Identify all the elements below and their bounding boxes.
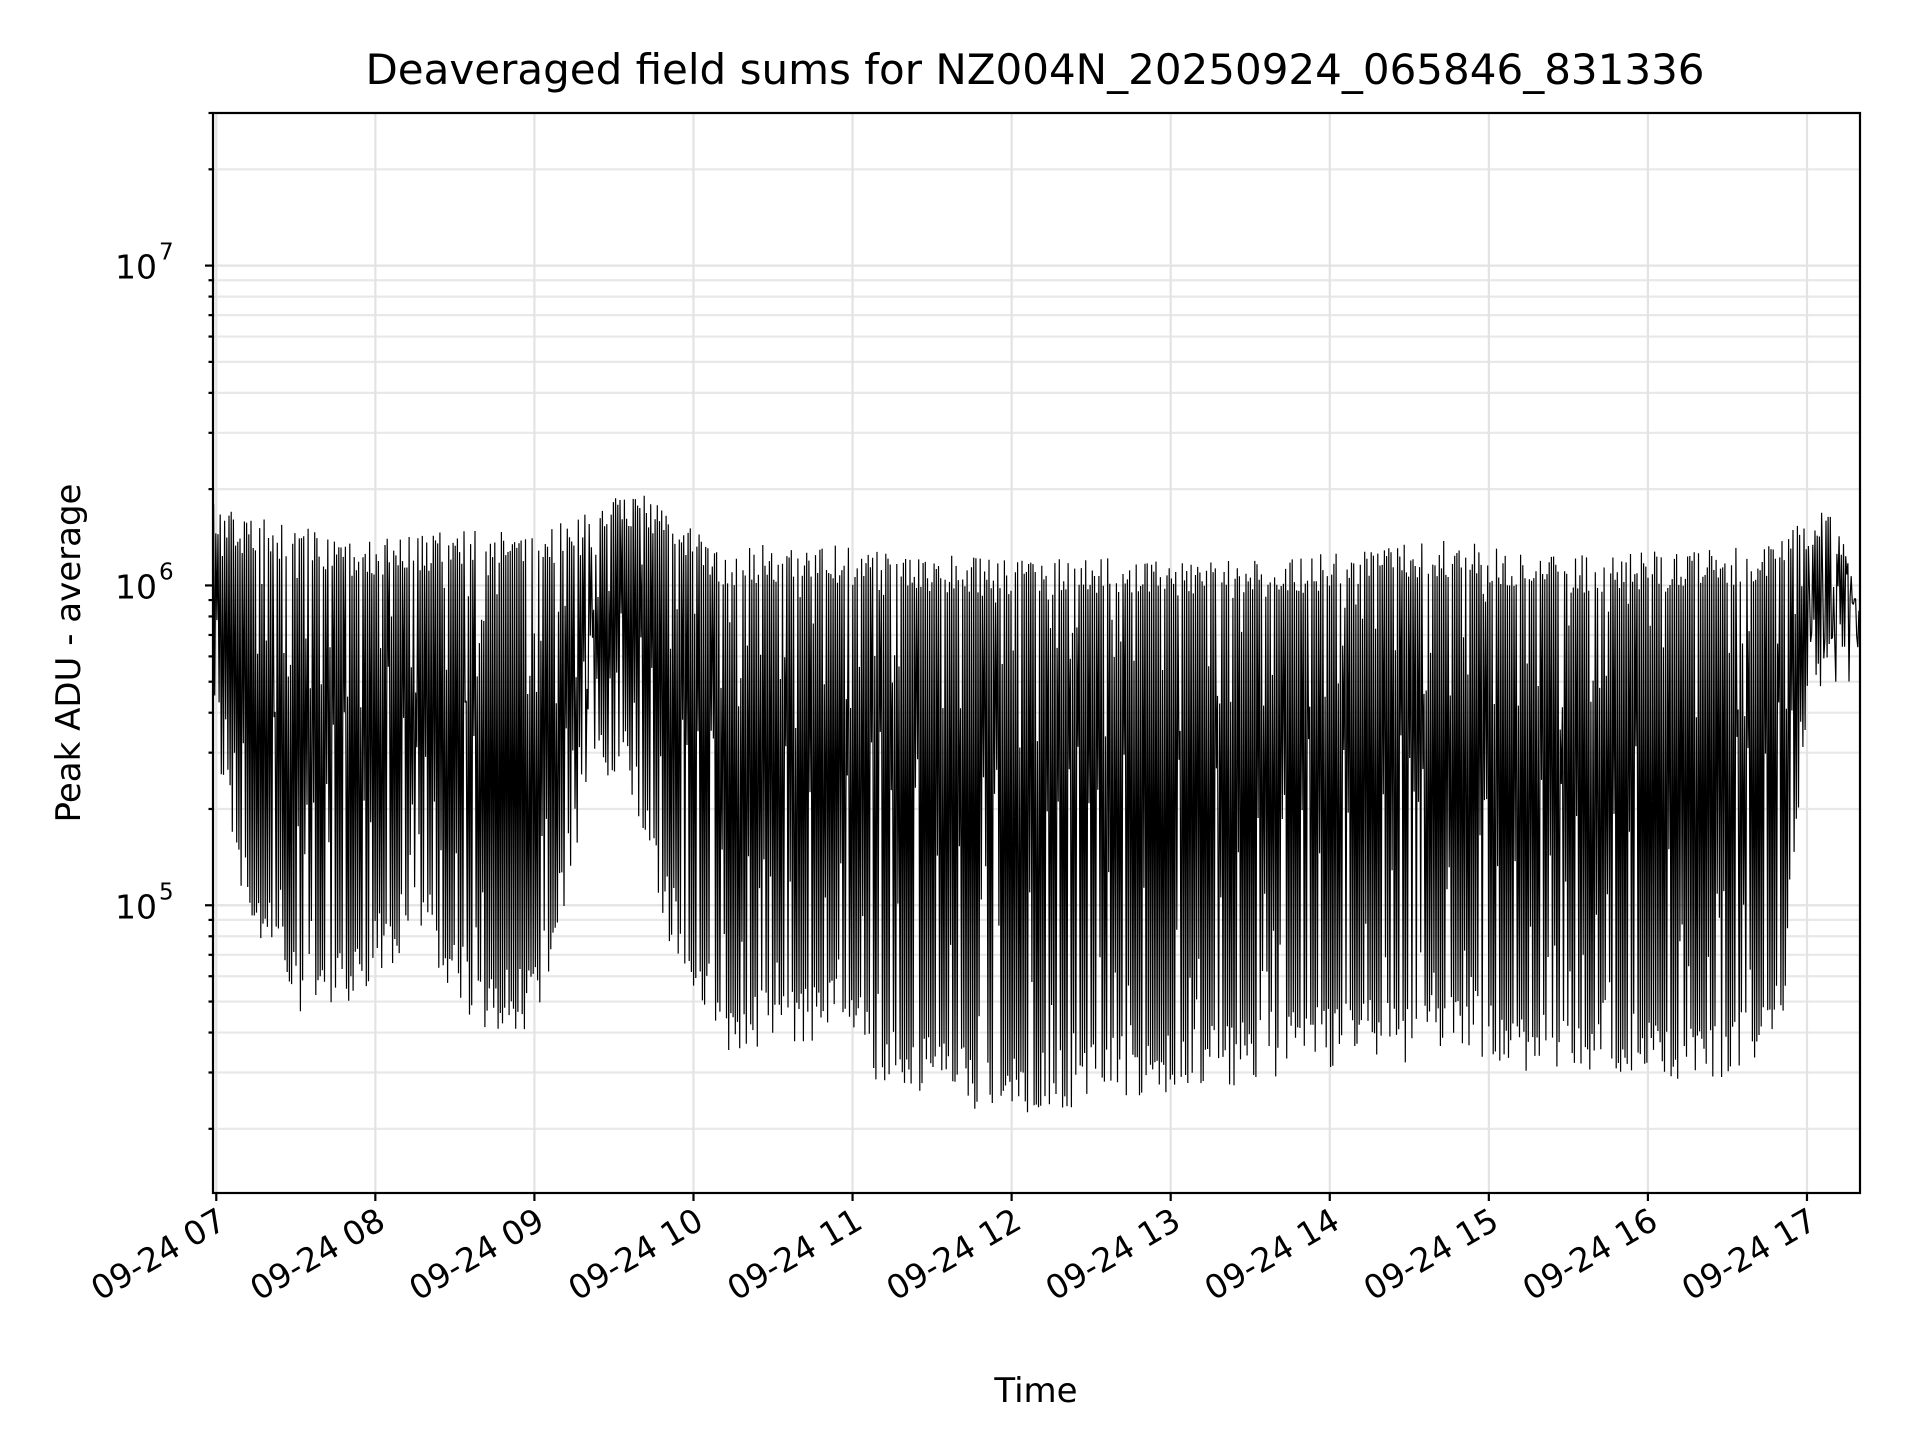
- plot-frame: [211, 111, 1862, 1195]
- y-tick-label-exponent: 7: [159, 240, 174, 266]
- y-tick-label: 10: [115, 567, 157, 606]
- y-tick-label-exponent: 5: [159, 879, 174, 905]
- series-line: [213, 495, 1861, 1113]
- chart-title: Deaveraged field sums for NZ004N_2025092…: [365, 45, 1704, 94]
- series-group: [213, 495, 1861, 1113]
- x-axis-label: Time: [993, 1371, 1077, 1411]
- y-tick-label: 10: [115, 887, 157, 926]
- y-tick-label-exponent: 6: [159, 559, 174, 585]
- y-axis-label: Peak ADU - average: [49, 484, 89, 823]
- y-tick-label: 10: [115, 248, 157, 287]
